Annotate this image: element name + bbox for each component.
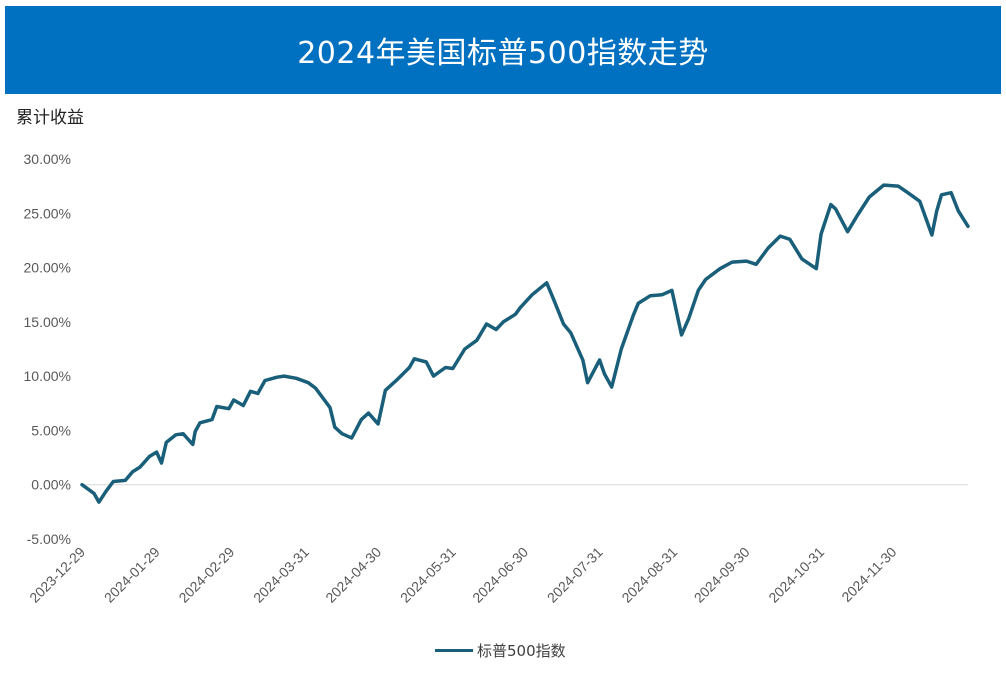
chart-title: 2024年美国标普500指数走势 bbox=[297, 36, 709, 71]
x-tick-label: 2024-11-30 bbox=[838, 544, 899, 605]
y-axis-label: 累计收益 bbox=[16, 108, 84, 128]
x-tick-label: 2024-06-30 bbox=[469, 544, 531, 606]
x-tick-label: 2024-03-31 bbox=[250, 544, 312, 606]
x-tick-label: 2024-02-29 bbox=[175, 544, 237, 606]
y-tick-label: 5.00% bbox=[31, 422, 71, 438]
y-tick-label: 30.00% bbox=[24, 151, 71, 167]
x-tick-label: 2024-10-31 bbox=[765, 544, 827, 606]
series-line-sp500 bbox=[80, 183, 970, 504]
legend: 标普500指数 bbox=[435, 640, 566, 661]
y-tick-label: -5.00% bbox=[27, 531, 71, 547]
y-tick-label: 20.00% bbox=[24, 260, 71, 276]
x-tick-label: 2023-12-29 bbox=[26, 544, 88, 606]
x-tick-label: 2024-08-31 bbox=[618, 544, 680, 606]
x-tick-label: 2024-07-31 bbox=[544, 544, 606, 606]
y-tick-label: 0.00% bbox=[31, 477, 71, 493]
y-tick-label: 10.00% bbox=[24, 368, 71, 384]
y-tick-label: 15.00% bbox=[24, 314, 71, 330]
x-tick-label: 2024-05-31 bbox=[397, 544, 459, 606]
x-tick-label: 2024-01-29 bbox=[101, 544, 163, 606]
y-tick-label: 25.00% bbox=[24, 205, 71, 221]
x-tick-label: 2024-09-30 bbox=[691, 544, 753, 606]
legend-swatch bbox=[435, 649, 473, 652]
x-tick-label: 2024-04-30 bbox=[322, 544, 384, 606]
legend-label: 标普500指数 bbox=[477, 642, 566, 660]
title-banner: 2024年美国标普500指数走势 bbox=[5, 6, 1001, 94]
